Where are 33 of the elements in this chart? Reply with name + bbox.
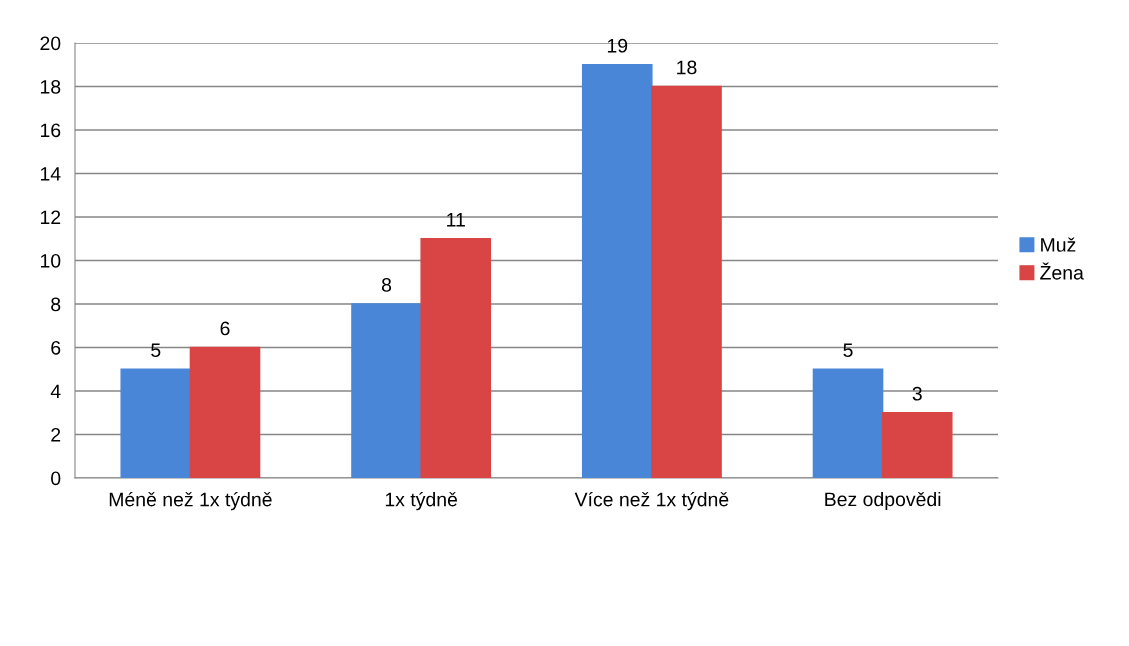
data-label: 5 — [151, 343, 161, 358]
y-tick-label: 0 — [51, 471, 61, 486]
y-tick-label: 2 — [51, 427, 61, 442]
y-tick-label: 16 — [40, 123, 61, 138]
data-label: 6 — [220, 321, 230, 336]
y-tick-label: 18 — [40, 79, 61, 94]
y-tick-label: 8 — [51, 297, 61, 312]
data-label: 5 — [843, 343, 853, 358]
data-label: 8 — [381, 278, 392, 292]
bar — [189, 346, 261, 478]
bar — [420, 238, 492, 478]
data-label: 19 — [607, 38, 628, 53]
bar — [351, 303, 422, 478]
y-tick-label: 6 — [51, 340, 61, 355]
data-label: 3 — [912, 386, 922, 401]
y-tick-label: 14 — [40, 167, 61, 181]
bar — [812, 368, 884, 478]
legend-label: Žena — [1040, 262, 1084, 280]
x-tick-label: Méně než 1x týdně — [109, 491, 272, 511]
y-tick-label: 4 — [50, 384, 61, 399]
data-label: 18 — [677, 60, 697, 75]
bar — [120, 368, 192, 478]
x-tick-label: Bez odpovědi — [825, 491, 941, 511]
legend-label: Muž — [1041, 237, 1076, 252]
data-label: 11 — [447, 213, 465, 227]
y-tick-label: 20 — [40, 36, 61, 51]
y-tick-label: 12 — [40, 210, 61, 225]
bar — [581, 64, 653, 478]
x-tick-label: Více než 1x týdně — [574, 491, 729, 511]
y-tick-label: 10 — [40, 253, 61, 268]
x-tick-label: 1x týdně — [385, 491, 458, 511]
bar — [881, 412, 953, 478]
bar — [651, 85, 722, 478]
